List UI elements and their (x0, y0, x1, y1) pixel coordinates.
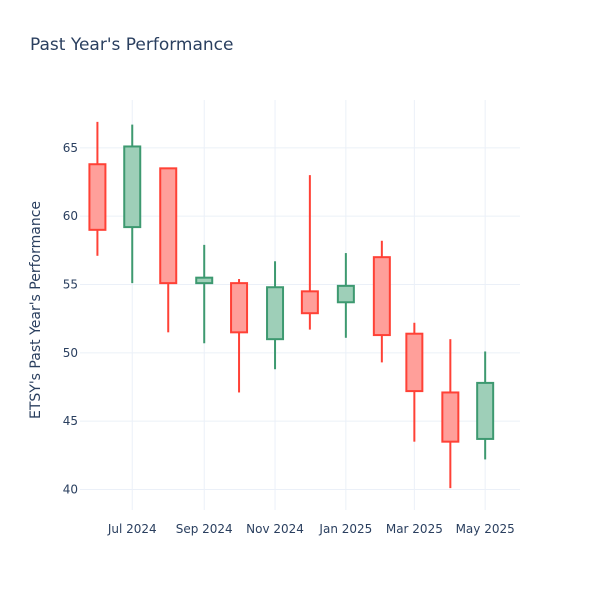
x-axis-ticks: Jul 2024 Sep 2024 Nov 2024 Jan 2025 Mar 2025… (107, 522, 515, 536)
x-tick-label: Jul 2024 (107, 522, 157, 536)
candle-body (159, 167, 178, 285)
y-tick-label: 55 (63, 278, 78, 292)
candle-decreasing (88, 121, 107, 256)
candle-decreasing (300, 175, 319, 330)
y-axis-label: ETSY's Past Year's Performance (28, 201, 44, 419)
candle-increasing (336, 253, 355, 338)
candle-body (336, 284, 355, 304)
y-tick-label: 50 (63, 346, 78, 360)
y-tick-label: 40 (63, 483, 78, 497)
candle-body (195, 276, 214, 285)
x-tick-label: May 2025 (456, 522, 515, 536)
candle-decreasing (159, 167, 178, 333)
candle-body (88, 163, 107, 231)
candle-increasing (476, 351, 495, 460)
y-axis-ticks: 40 45 50 55 60 65 (63, 141, 78, 497)
x-tick-label: Jan 2025 (318, 522, 372, 536)
candle-decreasing (441, 339, 460, 489)
candle-body (266, 286, 285, 341)
candle-increasing (266, 261, 285, 370)
grid-lines (80, 100, 520, 510)
x-tick-label: Sep 2024 (176, 522, 233, 536)
candle-decreasing (405, 322, 424, 442)
y-tick-label: 45 (63, 414, 78, 428)
candle-increasing (195, 244, 214, 344)
chart-title: Past Year's Performance (30, 35, 234, 55)
candle-body (123, 145, 142, 229)
y-tick-label: 65 (63, 141, 78, 155)
candle-body (230, 282, 249, 334)
candle-body (300, 290, 319, 315)
x-tick-label: Mar 2025 (386, 522, 443, 536)
candles (88, 121, 495, 489)
candle-increasing (123, 124, 142, 284)
candle-body (441, 391, 460, 443)
candle-body (372, 256, 391, 337)
x-tick-label: Nov 2024 (246, 522, 304, 536)
candle-body (476, 381, 495, 440)
y-tick-label: 60 (63, 209, 78, 223)
candle-decreasing (372, 240, 391, 363)
candle-body (405, 332, 424, 393)
candle-decreasing (230, 279, 249, 393)
